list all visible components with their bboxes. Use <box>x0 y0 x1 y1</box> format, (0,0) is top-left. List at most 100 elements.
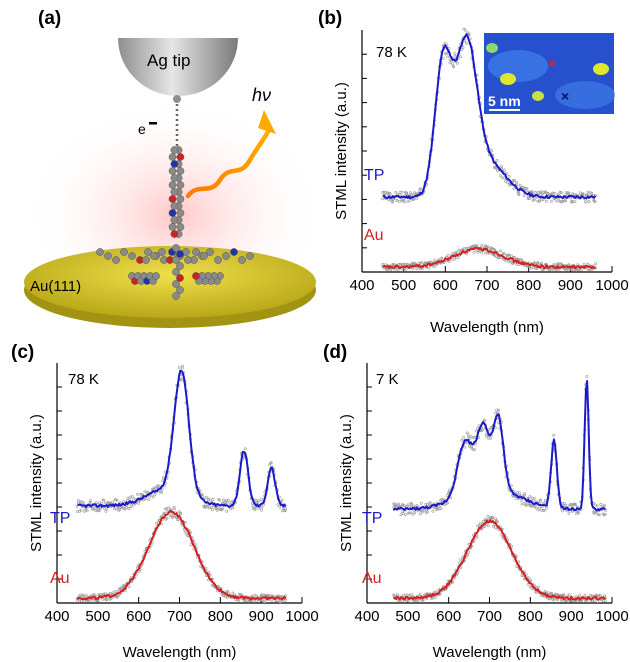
raw-point <box>260 508 263 512</box>
molecule-atom <box>170 202 179 210</box>
raw-point <box>140 492 144 496</box>
raw-point <box>499 249 503 253</box>
raw-point <box>381 190 385 194</box>
raw-point <box>408 199 412 202</box>
raw-point <box>473 448 476 452</box>
raw-point <box>513 178 516 182</box>
tp-molecule <box>96 146 254 300</box>
raw-point <box>473 435 477 439</box>
raw-point <box>391 200 395 204</box>
raw-point <box>482 418 486 422</box>
raw-point <box>552 197 556 201</box>
x-tick-label: 500 <box>85 608 110 625</box>
raw-point <box>225 498 229 502</box>
x-tick-label: 900 <box>249 608 274 625</box>
raw-point <box>559 191 563 195</box>
raw-point <box>542 508 545 512</box>
raw-point <box>506 253 510 257</box>
raw-point <box>206 497 210 501</box>
raw-point <box>528 495 532 499</box>
raw-point <box>603 513 607 516</box>
raw-point <box>582 262 586 266</box>
molecule-atom <box>168 209 177 217</box>
molecule-atom <box>184 256 192 264</box>
raw-point <box>433 596 437 599</box>
raw-point <box>472 251 476 254</box>
raw-point <box>577 511 580 515</box>
raw-point <box>388 192 392 196</box>
raw-point <box>412 599 416 603</box>
molecule-atom <box>142 256 150 264</box>
raw-point <box>411 267 415 271</box>
raw-point <box>396 268 400 272</box>
molecule-atom <box>112 256 120 264</box>
panel-a: (a) Au(111) Ag tip e hν <box>24 8 325 330</box>
raw-point <box>489 437 492 440</box>
molecule-atom <box>168 167 177 175</box>
molecule-atom <box>172 244 180 252</box>
stm-inset-region <box>555 81 615 109</box>
molecule-atom <box>144 248 152 256</box>
raw-point <box>211 497 215 501</box>
raw-point <box>218 498 222 502</box>
raw-point <box>410 262 414 266</box>
raw-point <box>518 491 521 495</box>
raw-point <box>398 262 402 266</box>
inset-scale-label: 5 nm <box>488 93 521 109</box>
raw-point <box>171 516 175 519</box>
raw-point <box>404 513 408 517</box>
raw-point <box>484 432 488 436</box>
raw-point <box>574 503 578 507</box>
series-line-tp <box>77 369 287 509</box>
raw-point <box>137 501 141 505</box>
photon-label: hν <box>252 85 271 105</box>
molecule-atom <box>172 292 180 300</box>
ag-tip <box>118 38 238 96</box>
raw-point <box>170 513 174 517</box>
molecule-atom <box>168 153 177 161</box>
molecule-atom <box>96 248 104 256</box>
raw-point <box>570 268 574 272</box>
series-line-tp <box>392 380 607 512</box>
raw-point <box>594 511 598 515</box>
raw-point <box>531 266 535 270</box>
raw-point <box>123 507 127 511</box>
molecule-atom <box>168 223 177 231</box>
raw-point <box>486 514 490 518</box>
raw-point <box>204 503 208 507</box>
raw-point <box>475 244 479 248</box>
series-label-tp: TP <box>50 510 70 527</box>
raw-point <box>447 259 451 263</box>
raw-point <box>406 200 410 204</box>
raw-point <box>444 502 448 505</box>
raw-point <box>498 174 502 178</box>
raw-point <box>564 503 568 507</box>
raw-point <box>245 599 249 603</box>
raw-point <box>276 503 280 507</box>
raw-point <box>402 268 406 272</box>
raw-point <box>480 250 484 254</box>
raw-point <box>584 200 587 204</box>
raw-point <box>410 502 414 506</box>
raw-point <box>502 168 506 172</box>
series-line-tp <box>382 33 597 200</box>
panel-label: (b) <box>318 8 342 29</box>
molecule-atom <box>168 195 177 203</box>
raw-point <box>231 591 235 595</box>
raw-point <box>431 596 435 600</box>
raw-point <box>78 500 82 503</box>
raw-point <box>125 506 128 510</box>
raw-point <box>483 251 487 255</box>
raw-point <box>165 516 169 520</box>
raw-point <box>111 500 115 504</box>
x-tick-label: 900 <box>558 277 583 294</box>
chart-c: (c) 400 500 600 700 800 900 1000 Wavelength (nm)… <box>11 342 319 661</box>
raw-point <box>544 199 548 203</box>
tip-label: Ag tip <box>147 51 190 70</box>
molecule-atom <box>238 256 246 264</box>
raw-point <box>381 262 385 266</box>
raw-point <box>567 512 571 515</box>
raw-point <box>451 251 455 255</box>
raw-point <box>93 506 97 510</box>
raw-point <box>79 508 83 512</box>
